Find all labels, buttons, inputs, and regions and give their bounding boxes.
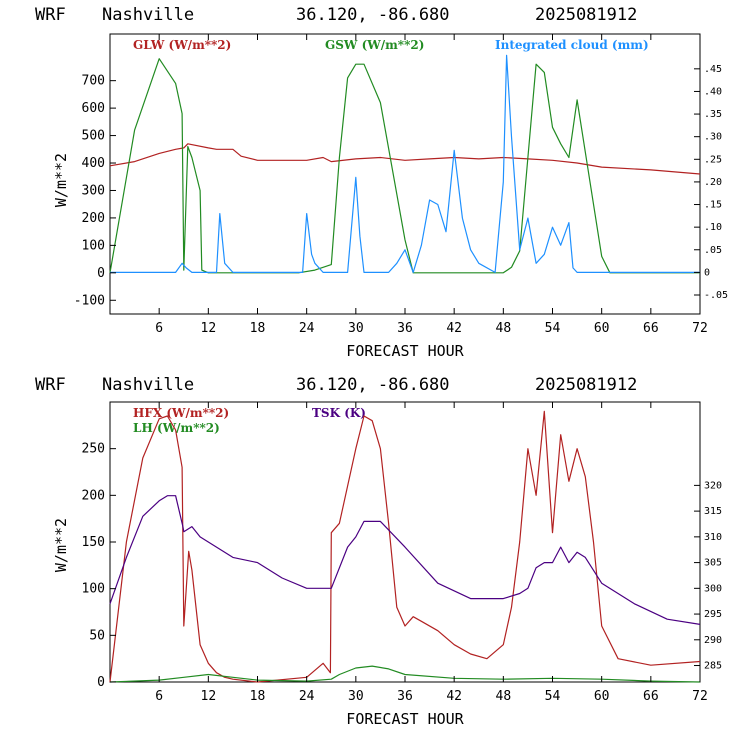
bottom-panel: WRF Nashville 36.120, -86.680 2025081912… bbox=[35, 375, 722, 728]
bottom-series-line-2 bbox=[109, 495, 701, 625]
bottom-legend-lh: LH (W/m**2) bbox=[133, 421, 220, 435]
top-series-group bbox=[109, 54, 701, 274]
top-series-line-1 bbox=[109, 58, 700, 274]
bottom-legend-tsk: TSK (K) bbox=[312, 406, 366, 420]
bottom-x-tick-label: 12 bbox=[201, 689, 217, 704]
top-legend-gsw: GSW (W/m**2) bbox=[325, 38, 424, 52]
bottom-legend-hfx: HFX (W/m**2) bbox=[133, 406, 229, 420]
bottom-right-tick-label: 285 bbox=[704, 661, 722, 672]
bottom-x-tick-label: 24 bbox=[299, 689, 315, 704]
top-x-tick-label: 66 bbox=[643, 321, 659, 336]
top-x-tick-label: 36 bbox=[397, 321, 413, 336]
top-right-tick-label: .25 bbox=[704, 154, 722, 165]
top-x-tick-label: 24 bbox=[299, 321, 315, 336]
top-x-ticks: 6 12 18 24 30 36 42 48 54 60 66 72 bbox=[155, 34, 708, 336]
top-right-ticks: -.05 0 .05 .10 .15 .20 .25 .30 .35 .40 .45 bbox=[694, 64, 728, 301]
bottom-header-run: 2025081912 bbox=[535, 375, 637, 395]
bottom-y-axis-label: W/m**2 bbox=[52, 518, 70, 572]
top-right-tick-label: -.05 bbox=[704, 290, 728, 301]
bottom-x-tick-label: 72 bbox=[692, 689, 708, 704]
top-panel: WRF Nashville 36.120, -86.680 2025081912… bbox=[35, 5, 728, 360]
bottom-series-group bbox=[109, 410, 701, 683]
bottom-right-tick-label: 305 bbox=[704, 558, 722, 569]
top-right-tick-label: .20 bbox=[704, 177, 722, 188]
bottom-x-axis-label: FORECAST HOUR bbox=[346, 710, 464, 728]
bottom-x-tick-label: 48 bbox=[496, 689, 512, 704]
bottom-x-tick-label: 42 bbox=[446, 689, 462, 704]
bottom-y-ticks: 0 50 100 150 200 250 bbox=[82, 442, 116, 690]
top-x-tick-label: 30 bbox=[348, 321, 364, 336]
top-header-coords: 36.120, -86.680 bbox=[296, 5, 450, 25]
top-y-tick-label: 400 bbox=[82, 156, 105, 171]
top-y-axis-label: W/m**2 bbox=[52, 153, 70, 207]
bottom-x-tick-label: 6 bbox=[155, 689, 163, 704]
top-x-axis-label: FORECAST HOUR bbox=[346, 342, 464, 360]
top-legend-cloud: Integrated cloud (mm) bbox=[495, 38, 649, 52]
bottom-y-tick-label: 150 bbox=[82, 535, 105, 550]
top-right-tick-label: 0 bbox=[704, 267, 710, 278]
top-right-tick-label: .10 bbox=[704, 222, 722, 233]
top-right-tick-label: .45 bbox=[704, 64, 722, 75]
bottom-right-tick-label: 315 bbox=[704, 506, 722, 517]
top-y-tick-label: 200 bbox=[82, 211, 105, 226]
top-header-run: 2025081912 bbox=[535, 5, 637, 25]
top-y-tick-label: 700 bbox=[82, 74, 105, 89]
top-x-tick-label: 18 bbox=[250, 321, 266, 336]
top-header-model: WRF bbox=[35, 5, 66, 25]
bottom-right-tick-label: 290 bbox=[704, 635, 722, 646]
top-y-tick-label: 500 bbox=[82, 129, 105, 144]
bottom-x-tick-label: 60 bbox=[594, 689, 610, 704]
bottom-header-model: WRF bbox=[35, 375, 66, 395]
bottom-y-tick-label: 0 bbox=[97, 675, 105, 690]
bottom-x-tick-label: 36 bbox=[397, 689, 413, 704]
bottom-series-line-0 bbox=[109, 410, 701, 683]
bottom-x-tick-label: 18 bbox=[250, 689, 266, 704]
bottom-x-tick-label: 54 bbox=[545, 689, 561, 704]
bottom-right-tick-label: 300 bbox=[704, 583, 722, 594]
bottom-y-tick-label: 100 bbox=[82, 582, 105, 597]
bottom-plot-frame bbox=[109, 401, 701, 683]
top-legend-glw: GLW (W/m**2) bbox=[133, 38, 231, 52]
top-y-tick-label: 600 bbox=[82, 101, 105, 116]
top-x-tick-label: 6 bbox=[155, 321, 163, 336]
top-y-ticks: -100 0 100 200 300 400 500 600 700 bbox=[74, 74, 116, 308]
bottom-x-tick-label: 30 bbox=[348, 689, 364, 704]
top-x-tick-label: 60 bbox=[594, 321, 610, 336]
top-header-place: Nashville bbox=[102, 5, 194, 25]
top-y-tick-label: 100 bbox=[82, 238, 105, 253]
top-x-tick-label: 42 bbox=[446, 321, 462, 336]
top-y-tick-label: 300 bbox=[82, 183, 105, 198]
top-series-line-2 bbox=[110, 54, 700, 273]
bottom-right-tick-label: 295 bbox=[704, 609, 722, 620]
bottom-y-tick-label: 50 bbox=[89, 628, 105, 643]
top-right-tick-label: .30 bbox=[704, 132, 722, 143]
bottom-y-tick-label: 250 bbox=[82, 442, 105, 457]
top-x-tick-label: 72 bbox=[692, 321, 708, 336]
top-y-tick-label: -100 bbox=[74, 293, 105, 308]
bottom-header-place: Nashville bbox=[102, 375, 194, 395]
bottom-right-ticks: 285 290 295 300 305 310 315 320 bbox=[694, 480, 722, 672]
top-x-tick-label: 54 bbox=[545, 321, 561, 336]
bottom-header-coords: 36.120, -86.680 bbox=[296, 375, 450, 395]
bottom-x-tick-label: 66 bbox=[643, 689, 659, 704]
top-right-tick-label: .40 bbox=[704, 86, 722, 97]
bottom-right-tick-label: 320 bbox=[704, 480, 722, 491]
bottom-y-tick-label: 200 bbox=[82, 488, 105, 503]
top-y-tick-label: 0 bbox=[97, 266, 105, 281]
top-x-tick-label: 12 bbox=[201, 321, 217, 336]
top-series-line-0 bbox=[109, 143, 701, 175]
top-right-tick-label: .35 bbox=[704, 109, 722, 120]
bottom-x-ticks: 6 12 18 24 30 36 42 48 54 60 66 72 bbox=[155, 402, 708, 704]
top-right-tick-label: .15 bbox=[704, 200, 722, 211]
top-right-tick-label: .05 bbox=[704, 245, 722, 256]
bottom-right-tick-label: 310 bbox=[704, 532, 722, 543]
top-x-tick-label: 48 bbox=[496, 321, 512, 336]
